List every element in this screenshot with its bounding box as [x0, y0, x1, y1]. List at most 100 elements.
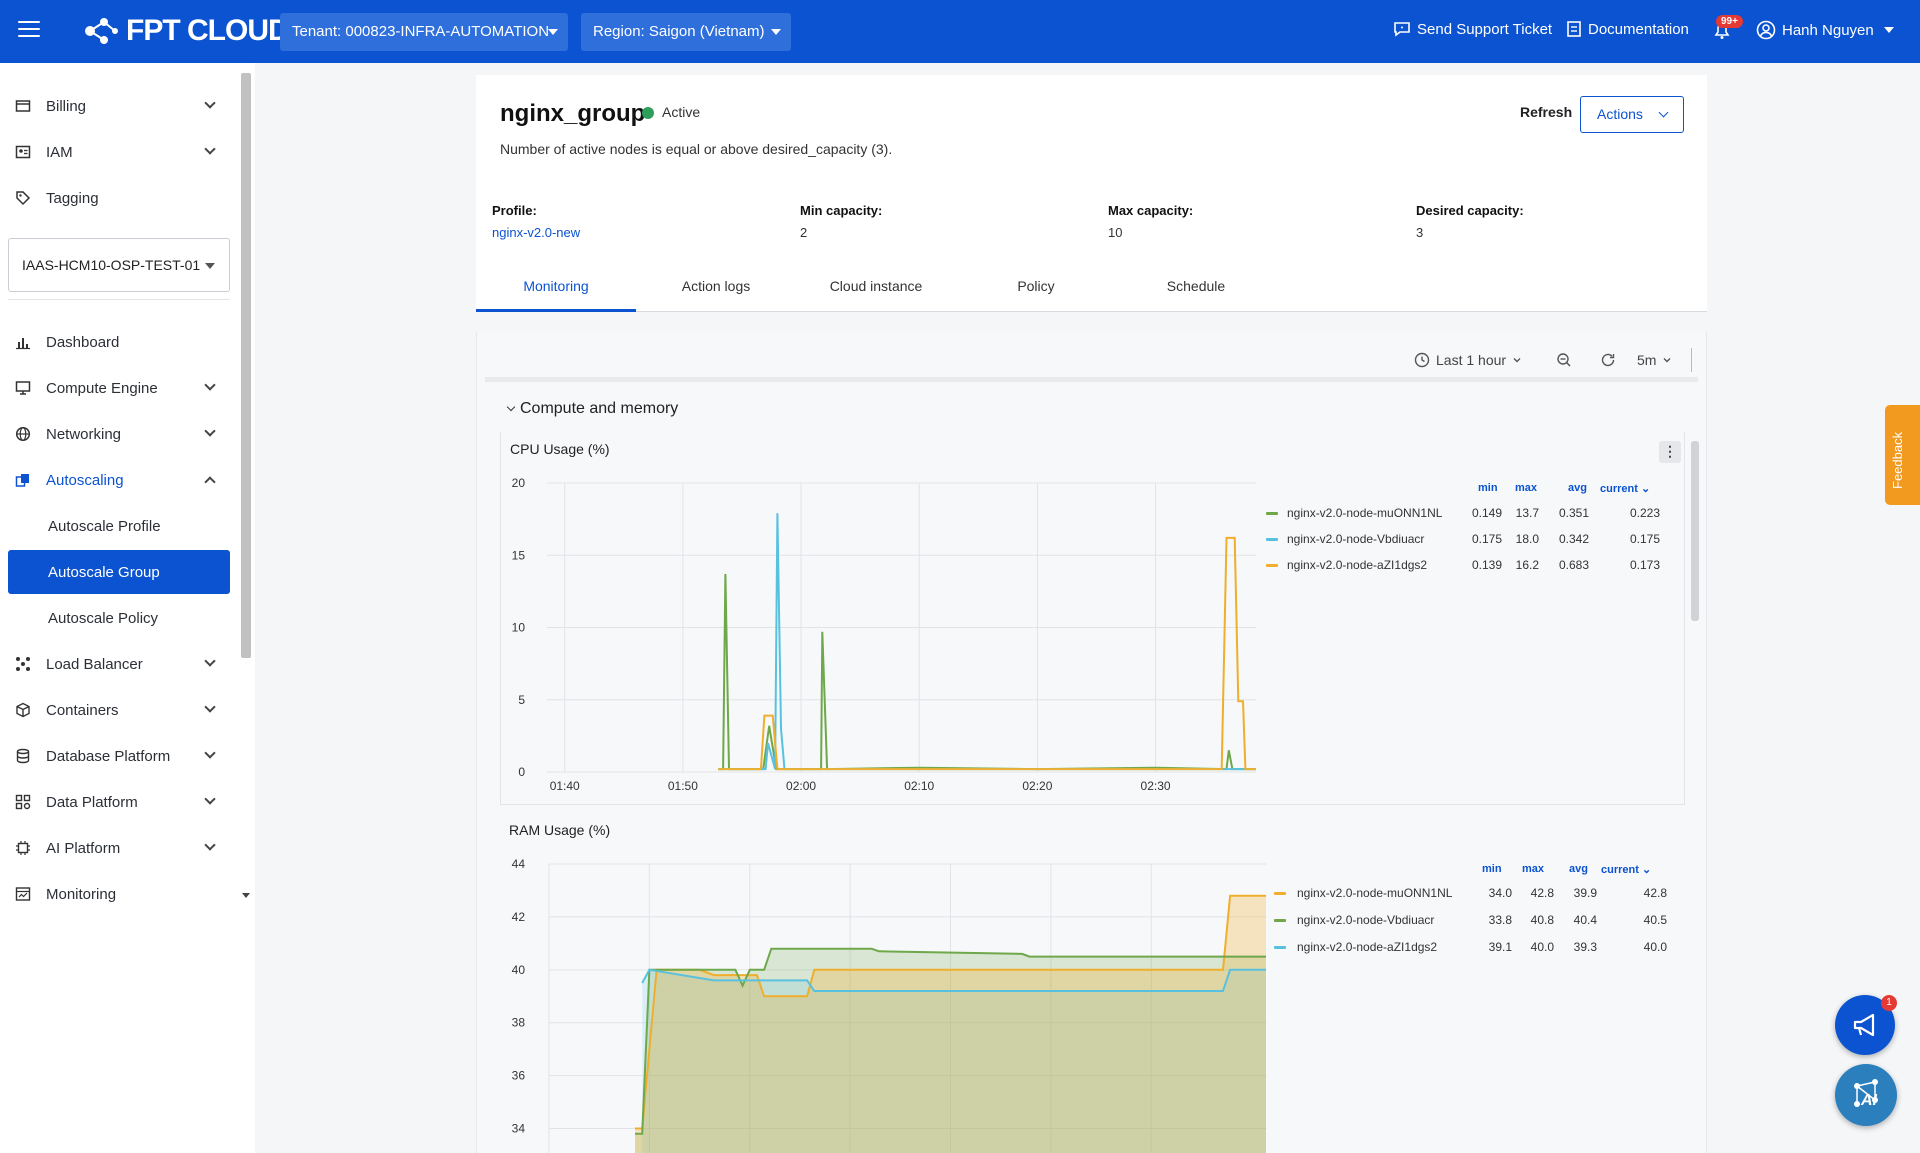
- tab-schedule[interactable]: Schedule: [1166, 278, 1226, 294]
- refresh-interval-select[interactable]: 5m: [1637, 352, 1672, 368]
- documentation-link[interactable]: Documentation: [1566, 20, 1689, 38]
- legend-header-min[interactable]: min: [1478, 482, 1498, 494]
- chevron-down-icon: [204, 143, 216, 155]
- sidebar-scrollbar[interactable]: [241, 73, 251, 658]
- autoscale-icon: [14, 471, 32, 489]
- notification-badge: 99+: [1716, 15, 1743, 28]
- sidebar-item-load-balancer[interactable]: Load Balancer: [0, 642, 241, 686]
- sidebar-item-autoscale-group[interactable]: Autoscale Group: [8, 550, 230, 594]
- ai-assistant-button[interactable]: AI: [1835, 1064, 1897, 1126]
- scroll-down-arrow-icon[interactable]: [242, 893, 250, 898]
- tab-action-logs[interactable]: Action logs: [681, 278, 751, 294]
- sidebar-item-data-platform[interactable]: Data Platform: [0, 780, 241, 824]
- tab-monitoring[interactable]: Monitoring: [476, 266, 636, 312]
- sidebar-item-monitoring[interactable]: Monitoring: [0, 872, 241, 916]
- ram-ytick-label: 44: [512, 857, 526, 871]
- sidebar-item-compute-engine[interactable]: Compute Engine: [0, 366, 241, 410]
- refresh-button[interactable]: Refresh: [1520, 104, 1573, 120]
- sidebar-item-billing[interactable]: Billing: [0, 84, 241, 128]
- section-compute-memory[interactable]: Compute and memory: [506, 400, 679, 418]
- sidebar-item-tagging[interactable]: Tagging: [0, 176, 241, 220]
- legend-header-current[interactable]: current ⌄: [1600, 483, 1651, 495]
- user-menu[interactable]: Hanh Nguyen: [1756, 20, 1894, 40]
- tag-icon: [14, 189, 32, 207]
- feedback-tab[interactable]: Feedback: [1885, 405, 1920, 505]
- support-ticket-link[interactable]: Send Support Ticket: [1393, 20, 1552, 38]
- chevron-down-icon: [1663, 358, 1671, 363]
- panel-menu-icon[interactable]: ⋮: [1659, 441, 1681, 463]
- iam-icon: [14, 143, 32, 161]
- sidebar-item-networking[interactable]: Networking: [0, 412, 241, 456]
- legend-series-name[interactable]: nginx-v2.0-node-Vbdiuacr: [1287, 532, 1425, 546]
- tab-policy[interactable]: Policy: [1017, 278, 1055, 294]
- legend-header-current[interactable]: current ⌄: [1601, 864, 1652, 876]
- project-select[interactable]: IAAS-HCM10-OSP-TEST-01: [8, 238, 230, 292]
- profile-link[interactable]: nginx-v2.0-new: [492, 225, 581, 240]
- time-range-picker[interactable]: Last 1 hour: [1414, 352, 1522, 368]
- desired-capacity-value: 3: [1416, 225, 1424, 240]
- chevron-down-icon: [204, 839, 216, 851]
- cpu-chart-title: CPU Usage (%): [510, 441, 610, 457]
- legend-series-name[interactable]: nginx-v2.0-node-muONN1NL: [1287, 506, 1443, 520]
- region-select[interactable]: Region: Saigon (Vietnam): [581, 13, 791, 51]
- cpu-xtick-label: 01:40: [550, 779, 580, 793]
- menu-icon[interactable]: [18, 21, 40, 39]
- ram-usage-panel: RAM Usage (%): [500, 815, 1685, 1153]
- announcement-button[interactable]: 1: [1835, 995, 1897, 1055]
- refresh-dashboard-button[interactable]: [1600, 352, 1616, 368]
- legend-value-avg: 0.342: [1558, 532, 1589, 546]
- chevron-down-icon: [204, 379, 216, 391]
- status-dot-icon: [642, 107, 654, 119]
- status-description: Number of active nodes is equal or above…: [500, 141, 893, 157]
- sidebar-item-autoscaling[interactable]: Autoscaling: [0, 458, 241, 502]
- sidebar-item-label: Autoscaling: [46, 471, 124, 489]
- legend-value-max: 42.8: [1530, 886, 1554, 900]
- actions-button[interactable]: Actions: [1580, 96, 1684, 133]
- ram-series-area: [642, 969, 1266, 1153]
- top-bar: FPT CLOUD Tenant: 000823-INFRA-AUTOMATIO…: [0, 0, 1920, 63]
- tenant-select[interactable]: Tenant: 000823-INFRA-AUTOMATION: [280, 13, 568, 51]
- billing-icon: [14, 97, 32, 115]
- legend-header-max[interactable]: max: [1515, 482, 1538, 494]
- section-title: Compute and memory: [520, 400, 679, 417]
- zoom-out-button[interactable]: [1556, 352, 1572, 368]
- sidebar-item-autoscale-policy[interactable]: Autoscale Policy: [0, 596, 241, 640]
- legend-header-avg[interactable]: avg: [1569, 863, 1588, 875]
- caret-down-icon: [548, 29, 558, 35]
- user-avatar-icon: [1756, 20, 1776, 40]
- legend-header-max[interactable]: max: [1522, 863, 1545, 875]
- sidebar-item-database-platform[interactable]: Database Platform: [0, 734, 241, 778]
- monitor-icon: [14, 379, 32, 397]
- sidebar-item-label: Compute Engine: [46, 379, 158, 397]
- globe-icon: [14, 425, 32, 443]
- legend-value-current: 40.5: [1643, 913, 1667, 927]
- sidebar-item-autoscale-profile[interactable]: Autoscale Profile: [0, 504, 241, 548]
- sidebar-item-containers[interactable]: Containers: [0, 688, 241, 732]
- panel-scrollbar[interactable]: [1691, 441, 1699, 621]
- legend-value-max: 18.0: [1515, 532, 1539, 546]
- legend-header-min[interactable]: min: [1482, 863, 1502, 875]
- monitoring-toolbar: Last 1 hour 5m: [485, 342, 1698, 382]
- legend-series-name[interactable]: nginx-v2.0-node-Vbdiuacr: [1297, 913, 1435, 927]
- toolbar-divider: [1691, 348, 1692, 372]
- sidebar-item-iam[interactable]: IAM: [0, 130, 241, 174]
- sidebar-item-dashboard[interactable]: Dashboard: [0, 320, 241, 364]
- logo[interactable]: FPT CLOUD: [82, 13, 290, 49]
- legend-value-min: 0.175: [1471, 532, 1502, 546]
- legend-series-name[interactable]: nginx-v2.0-node-aZI1dgs2: [1297, 940, 1438, 954]
- cpu-ytick-label: 5: [518, 693, 525, 707]
- database-icon: [14, 747, 32, 765]
- sidebar-item-ai-platform[interactable]: AI Platform: [0, 826, 241, 870]
- legend-header-avg[interactable]: avg: [1568, 482, 1587, 494]
- legend-series-name[interactable]: nginx-v2.0-node-aZI1dgs2: [1287, 558, 1428, 572]
- tab-cloud-instance[interactable]: Cloud instance: [829, 278, 923, 294]
- announcement-badge: 1: [1881, 995, 1897, 1011]
- sidebar-item-label: Monitoring: [46, 885, 117, 903]
- cpu-usage-chart: 20 15 10 5 0 01:40 01:50 02:00 02:10 02:20 02:30: [512, 476, 1256, 793]
- ram-usage-chart: 44 42 40 38 36 34: [512, 857, 1266, 1153]
- chart-icon: [14, 333, 32, 351]
- legend-value-max: 40.8: [1530, 913, 1554, 927]
- cpu-ytick-label: 15: [512, 548, 526, 562]
- legend-series-name[interactable]: nginx-v2.0-node-muONN1NL: [1297, 886, 1453, 900]
- sidebar-item-label: Dashboard: [46, 333, 120, 351]
